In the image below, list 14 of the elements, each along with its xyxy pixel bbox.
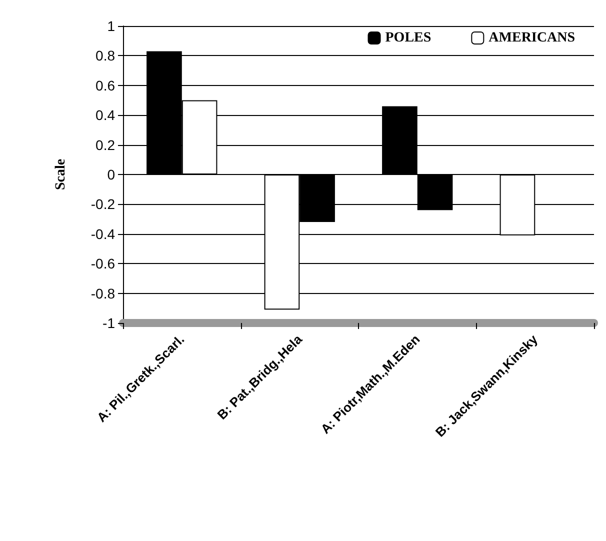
y-tick-label: 1 xyxy=(107,18,116,34)
legend-label: POLES xyxy=(385,30,432,46)
y-tick-label: -0.8 xyxy=(90,285,116,302)
y-tick-label: 0.8 xyxy=(96,48,116,64)
y-tick-label: -0.6 xyxy=(90,256,116,272)
y-tick-label: -0.2 xyxy=(90,196,116,212)
y-tick-label: 0 xyxy=(107,166,116,182)
y-axis-title: Scale xyxy=(54,158,68,190)
y-tick-label: 0.2 xyxy=(96,136,116,153)
y-tick-label: 0.4 xyxy=(96,107,116,124)
y-tick-label: 0.6 xyxy=(96,77,116,94)
legend-label: AMERICANS xyxy=(488,30,576,46)
y-tick-label: -1 xyxy=(102,315,116,331)
y-tick-label: -0.4 xyxy=(90,226,116,242)
